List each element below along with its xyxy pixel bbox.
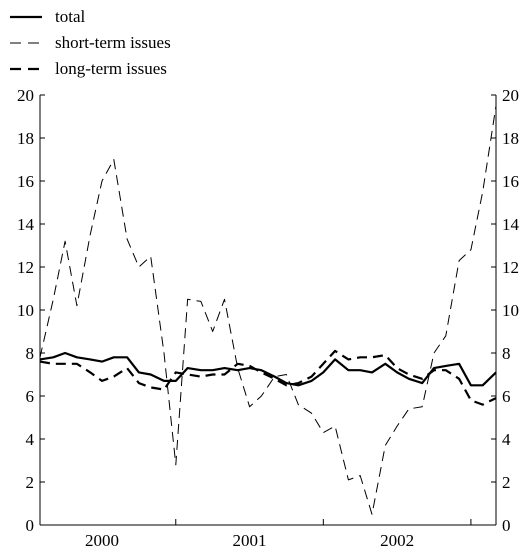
y-tick-label-left: 4: [26, 430, 35, 449]
x-tick-label: 2000: [85, 531, 119, 550]
y-tick-label-left: 0: [26, 516, 35, 535]
y-tick-label-left: 6: [26, 387, 35, 406]
y-tick-label-left: 12: [17, 258, 34, 277]
y-tick-label-right: 20: [502, 86, 519, 105]
legend: total short-term issues long-term issues: [10, 7, 171, 78]
x-tick-label: 2002: [380, 531, 414, 550]
legend-label: total: [55, 7, 85, 26]
y-tick-label-left: 14: [17, 215, 35, 234]
y-tick-label-right: 6: [502, 387, 511, 406]
legend-label: short-term issues: [55, 33, 171, 52]
axes: 0 0 2 2 4 4 6 6 8 8 10 10 12 12 14 14 16 16 18 18 20 20 2000 20…: [17, 86, 520, 550]
series-line-short-term-issues: [39, 105, 497, 515]
y-tick-label-left: 20: [17, 86, 34, 105]
series-line-long-term-issues: [39, 349, 497, 406]
y-tick-label-right: 4: [502, 430, 511, 449]
series-layer: [39, 105, 497, 515]
legend-label: long-term issues: [55, 59, 167, 78]
y-tick-label-right: 8: [502, 344, 511, 363]
y-tick-label-left: 10: [17, 301, 34, 320]
y-tick-label-left: 8: [26, 344, 35, 363]
y-tick-label-right: 2: [502, 473, 511, 492]
y-tick-label-left: 2: [26, 473, 35, 492]
y-tick-label-right: 0: [502, 516, 511, 535]
y-tick-label-right: 16: [502, 172, 519, 191]
y-tick-label-left: 18: [17, 129, 34, 148]
y-tick-label-right: 10: [502, 301, 519, 320]
series-line-total: [39, 351, 497, 387]
y-tick-label-right: 18: [502, 129, 519, 148]
y-tick-label-right: 14: [502, 215, 520, 234]
y-tick-label-right: 12: [502, 258, 519, 277]
y-tick-label-left: 16: [17, 172, 34, 191]
x-tick-label: 2001: [233, 531, 267, 550]
